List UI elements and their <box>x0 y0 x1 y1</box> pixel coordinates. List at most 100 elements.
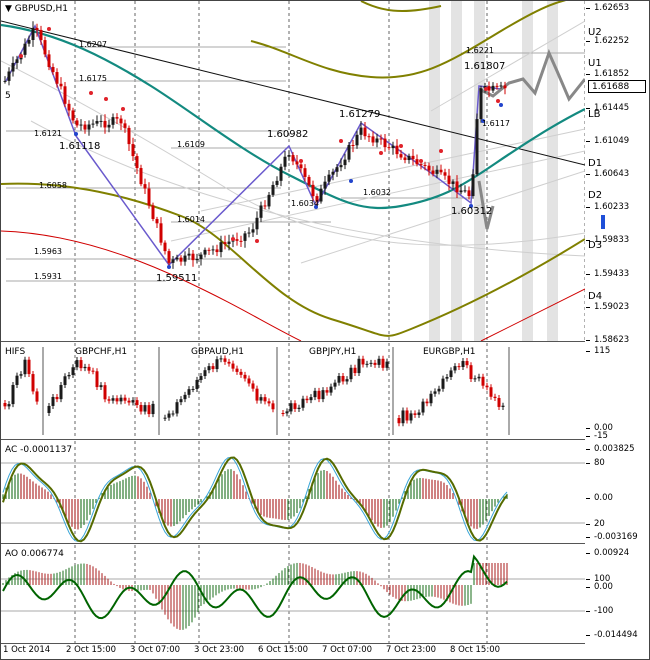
hifs-candle-body <box>251 383 255 389</box>
candle-body <box>447 175 451 184</box>
candle-body <box>275 180 279 185</box>
price-label: 1.6014 <box>177 215 205 224</box>
axis-tick: -100 <box>585 606 614 616</box>
hifs-candle-body <box>87 366 91 371</box>
axis-tick: 1.61852 <box>585 69 630 80</box>
candle-body <box>67 103 71 111</box>
hifs-candle-body <box>353 367 357 374</box>
candle-body <box>11 62 15 72</box>
candle-body <box>191 253 195 261</box>
candle-body <box>415 159 419 165</box>
hifs-candle-body <box>215 359 219 370</box>
hifs-candle-body <box>199 376 203 380</box>
hifs-candle-body <box>59 385 63 400</box>
candle-body <box>443 172 447 176</box>
candle-body <box>223 242 227 244</box>
pair-label: GBPJPY,H1 <box>309 347 357 357</box>
ao-pane[interactable]: AO 0.006774 <box>1 545 585 644</box>
hifs-candle-body <box>195 379 199 389</box>
ac-chart[interactable] <box>1 441 585 543</box>
candle-body <box>147 188 151 206</box>
left-marker: 5 <box>5 91 11 101</box>
candle-body <box>143 184 147 189</box>
hifs-candle-body <box>115 398 119 402</box>
hifs-candle-body <box>239 371 243 375</box>
candle-body <box>107 124 111 128</box>
candle-body <box>79 124 83 126</box>
time-label: 8 Oct 15:00 <box>450 645 501 655</box>
hifs-candle-body <box>477 376 481 379</box>
fractal-marker <box>484 87 488 91</box>
price-chart[interactable] <box>1 1 585 341</box>
scroll-marker[interactable] <box>601 215 605 229</box>
candle-body <box>407 155 411 161</box>
main-price-pane[interactable]: ▼ GBPUSD,H1 5 1.6207 1.6175 1.6121 1.611… <box>1 1 585 342</box>
fractal-marker <box>167 265 171 269</box>
hifs-candle-body <box>417 412 421 415</box>
fractal-marker <box>299 159 303 163</box>
hifs-candle-body <box>119 397 123 402</box>
candle-body <box>27 40 31 44</box>
candle-body <box>375 138 379 143</box>
price-label: 1.59511 <box>156 273 198 284</box>
hifs-candle-body <box>441 378 445 389</box>
hifs-candle-body <box>83 366 87 369</box>
candle-body <box>499 85 503 87</box>
fractal-marker <box>74 132 78 136</box>
hifs-pane[interactable]: HIFS GBPCHF,H1 GBPAUD,H1 GBPJPY,H1 EURGB… <box>1 343 585 440</box>
ac-axis[interactable]: 0.003825 80 0.00 20 -0.003169 <box>586 441 649 543</box>
candle-body <box>347 144 351 160</box>
hifs-candle-body <box>91 370 95 372</box>
price-label: 1.61279 <box>339 109 381 120</box>
ao-chart[interactable] <box>1 545 585 643</box>
ac-pane[interactable]: AC -0.0001137 <box>1 441 585 544</box>
candle-body <box>383 138 387 148</box>
price-label: 1.6121 <box>34 129 62 138</box>
dropdown-triangle-icon[interactable]: ▼ <box>5 4 12 14</box>
hifs-title: HIFS <box>5 347 26 357</box>
hifs-candle-body <box>289 403 293 412</box>
fractal-marker <box>104 97 108 101</box>
hifs-candle-body <box>369 362 373 364</box>
hifs-candle-body <box>329 386 333 393</box>
hifs-candle-body <box>481 376 485 386</box>
candle-body <box>63 86 67 104</box>
hifs-candle-body <box>293 403 297 409</box>
price-axis[interactable]: 1.62653 1.62252 1.61852 1.61445 1.61049 1.606… <box>585 1 649 345</box>
candle-body <box>311 184 315 197</box>
hifs-candle-body <box>285 411 289 414</box>
hifs-candle-body <box>421 401 425 413</box>
hifs-candle-body <box>103 385 107 400</box>
hifs-candle-body <box>163 417 167 419</box>
candle-body <box>263 205 267 207</box>
candle-body <box>3 80 7 82</box>
hifs-chart[interactable] <box>1 343 585 439</box>
hifs-candle-body <box>301 398 305 408</box>
hifs-axis[interactable]: 115 0.00 -15 <box>585 343 649 441</box>
fractal-marker <box>89 91 93 95</box>
candle-body <box>355 134 359 146</box>
candle-body <box>199 254 203 260</box>
candle-body <box>215 249 219 253</box>
hifs-candle-body <box>247 378 251 384</box>
candle-body <box>99 120 103 122</box>
fractal-marker <box>19 54 23 58</box>
candle-body <box>327 174 331 182</box>
ao-axis[interactable]: 0.00924 100 0.00 -100 -0.014494 <box>585 545 649 643</box>
hifs-candle-body <box>179 399 183 403</box>
candle-body <box>467 190 471 197</box>
hifs-candle-body <box>465 361 469 366</box>
hifs-candle-body <box>317 390 321 400</box>
price-label: 1.60982 <box>267 129 309 140</box>
candle-body <box>371 136 375 143</box>
candle-body <box>115 117 119 119</box>
candle-body <box>131 144 135 157</box>
hifs-candle-body <box>175 402 179 414</box>
candle-body <box>59 83 63 87</box>
axis-tick: -15 <box>586 431 608 441</box>
candle-body <box>295 161 299 165</box>
hifs-candle-body <box>99 385 103 388</box>
candle-body <box>363 127 367 137</box>
hifs-candle-body <box>171 413 175 415</box>
hifs-candle-body <box>325 390 329 393</box>
